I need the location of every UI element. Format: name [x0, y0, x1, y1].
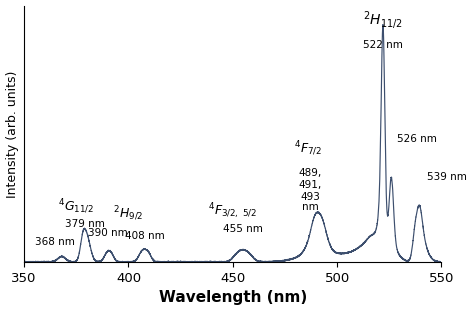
- Y-axis label: Intensity (arb. units): Intensity (arb. units): [6, 70, 18, 197]
- Text: 368 nm: 368 nm: [36, 237, 75, 248]
- Text: 489,: 489,: [298, 168, 321, 178]
- Text: $^4F_{3/2,\ 5/2}$: $^4F_{3/2,\ 5/2}$: [208, 201, 257, 220]
- Text: $^2H_{11/2}$: $^2H_{11/2}$: [363, 9, 403, 30]
- Text: 526 nm: 526 nm: [397, 134, 437, 144]
- Text: nm: nm: [301, 202, 319, 212]
- Text: 408 nm: 408 nm: [125, 231, 165, 241]
- Text: $^2H_{9/2}$: $^2H_{9/2}$: [113, 205, 144, 223]
- Text: 390 nm: 390 nm: [88, 228, 128, 238]
- Text: 493: 493: [300, 192, 320, 202]
- Text: $^4F_{7/2}$: $^4F_{7/2}$: [294, 139, 322, 158]
- Text: 491,: 491,: [298, 180, 321, 190]
- Text: 379 nm: 379 nm: [64, 219, 105, 229]
- Text: 455 nm: 455 nm: [223, 224, 263, 234]
- X-axis label: Wavelength (nm): Wavelength (nm): [159, 290, 307, 305]
- Text: 539 nm: 539 nm: [427, 172, 467, 182]
- Text: $^4G_{11/2}$: $^4G_{11/2}$: [58, 197, 94, 216]
- Text: 522 nm: 522 nm: [363, 39, 403, 49]
